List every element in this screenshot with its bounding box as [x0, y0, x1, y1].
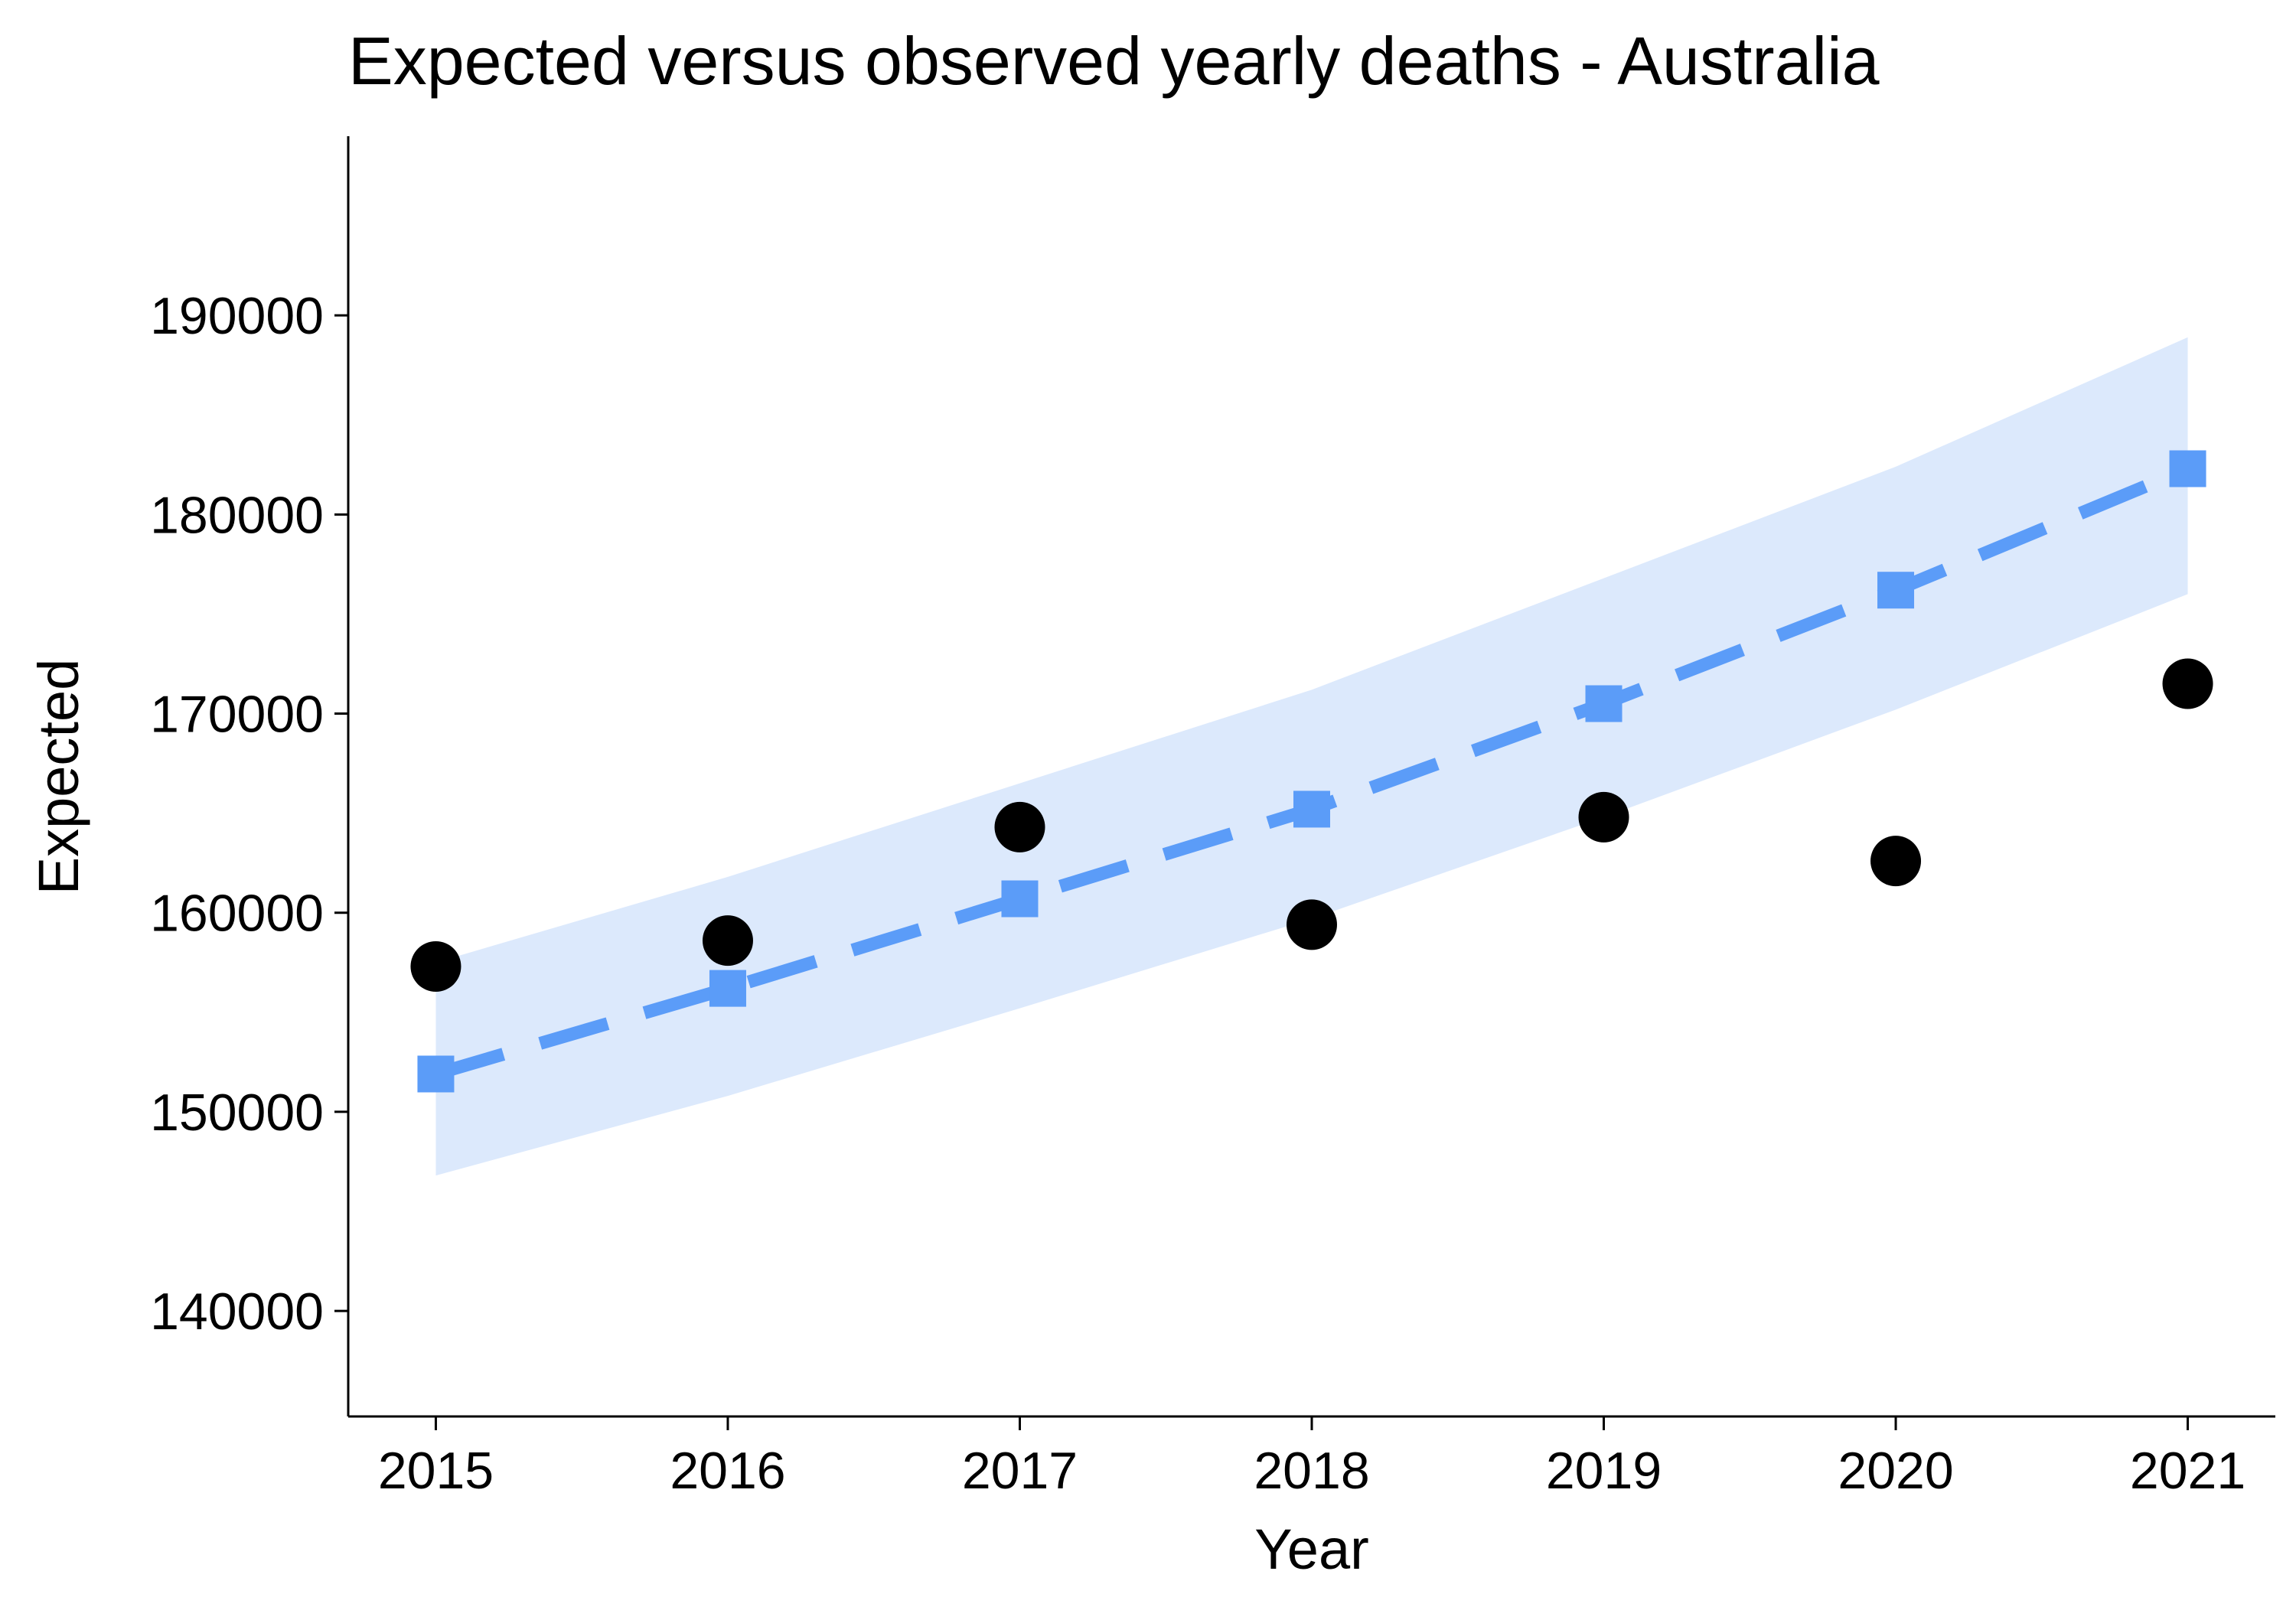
y-tick-label: 160000: [150, 885, 324, 943]
observed-point: [1287, 899, 1337, 950]
observed-point: [994, 801, 1045, 852]
observed-point: [410, 940, 461, 992]
x-tick-label: 2018: [1254, 1442, 1369, 1500]
y-tick-label: 190000: [150, 287, 324, 345]
expected-point: [1877, 572, 1915, 609]
expected-point: [1585, 685, 1623, 722]
x-tick-label: 2017: [962, 1442, 1078, 1500]
x-tick-label: 2015: [378, 1442, 494, 1500]
observed-point: [2162, 658, 2213, 709]
observed-point: [1870, 836, 1922, 887]
y-tick-label: 150000: [150, 1084, 324, 1142]
y-axis-ticks: 140000 150000 160000 170000 180000 190000: [150, 287, 348, 1341]
x-axis-title: Year: [1254, 1517, 1369, 1581]
expected-point: [417, 1055, 455, 1093]
chart-title: Expected versus observed yearly deaths -…: [348, 23, 1880, 99]
x-axis-ticks: 2015 2016 2017 2018 2019 2020 2021: [378, 1416, 2245, 1500]
observed-point: [1578, 791, 1629, 843]
y-axis-title: Expected: [27, 659, 90, 895]
expected-marker-layer: [417, 450, 2206, 1093]
y-tick-label: 180000: [150, 486, 324, 544]
x-tick-label: 2021: [2130, 1442, 2245, 1500]
expected-point: [1001, 880, 1039, 918]
x-tick-label: 2020: [1838, 1442, 1953, 1500]
x-tick-label: 2016: [670, 1442, 785, 1500]
expected-point: [1293, 790, 1330, 828]
observed-marker-layer: [410, 658, 2213, 992]
observed-point: [702, 915, 753, 966]
confidence-band-layer: [435, 337, 2188, 1176]
y-tick-label: 170000: [150, 686, 324, 744]
y-tick-label: 140000: [150, 1283, 324, 1341]
x-tick-label: 2019: [1546, 1442, 1662, 1500]
expected-point: [709, 970, 746, 1007]
confidence-band: [435, 337, 2188, 1176]
expected-point: [2169, 450, 2206, 487]
